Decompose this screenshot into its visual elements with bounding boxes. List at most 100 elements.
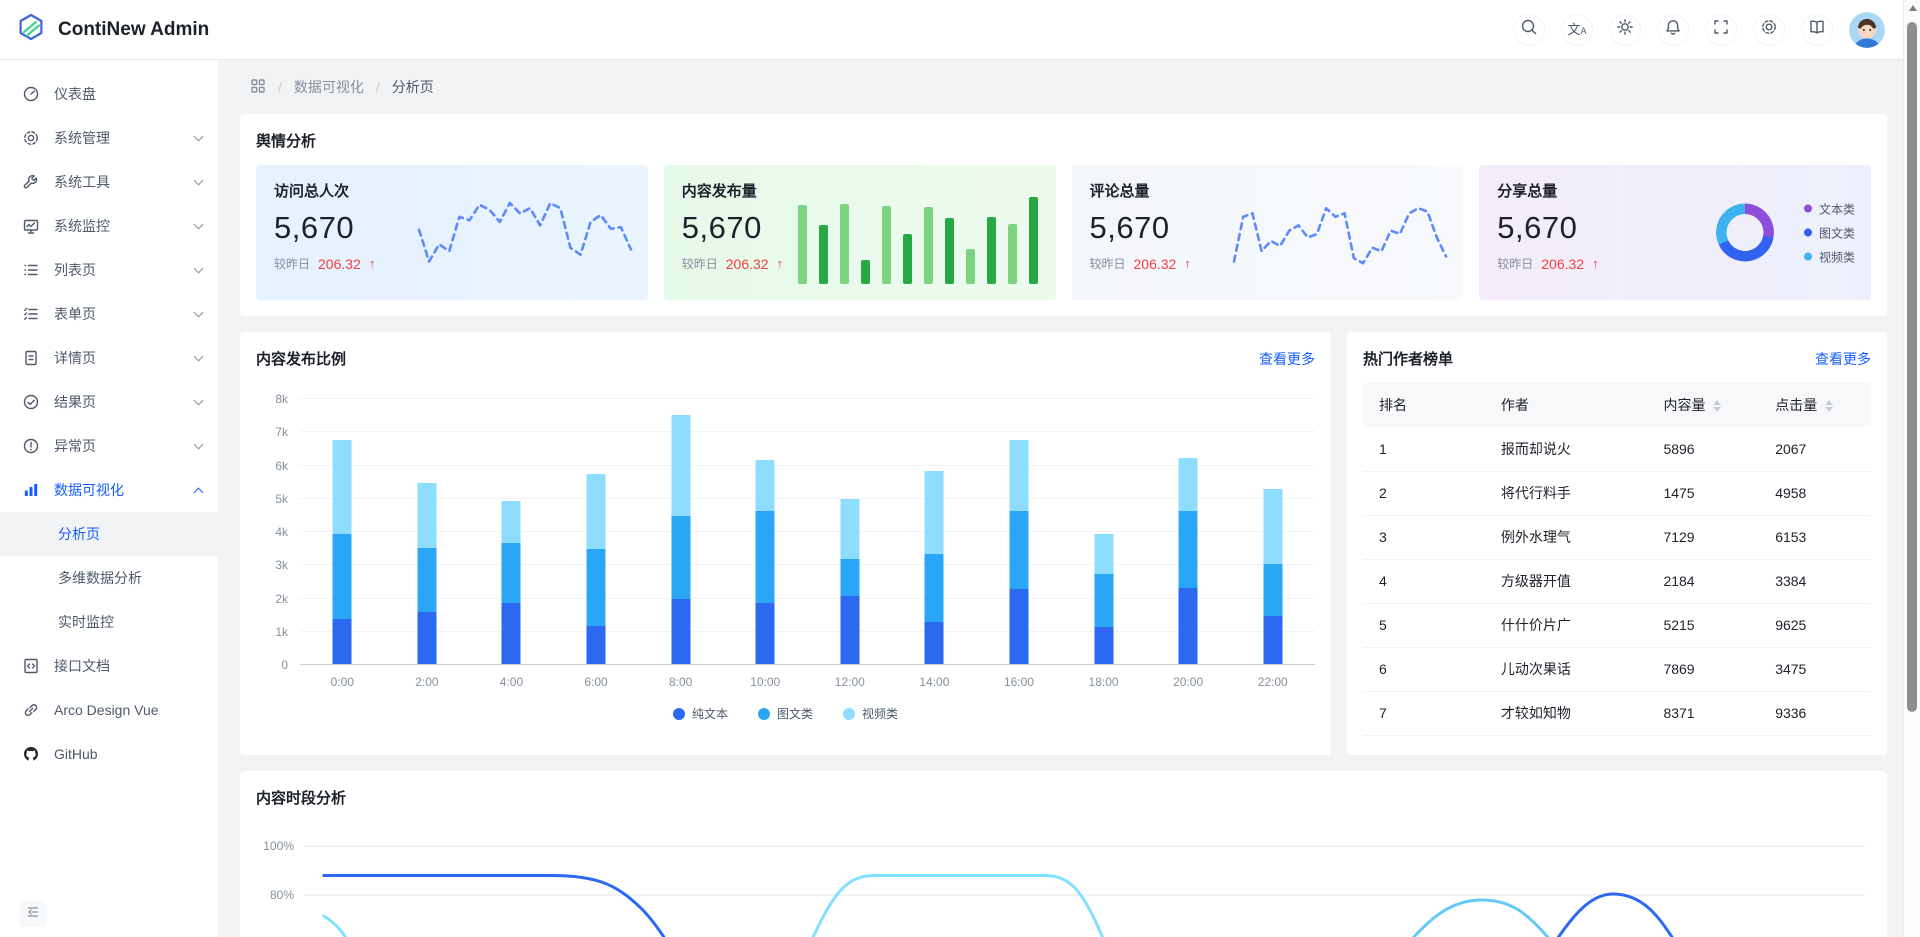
publish-more-link[interactable]: 查看更多: [1259, 350, 1315, 367]
chevron-down-icon: [193, 351, 204, 361]
sidebar-item-system-management[interactable]: 系统管理: [0, 116, 218, 160]
book-icon: [1808, 18, 1826, 41]
mini-bar: [1028, 197, 1038, 284]
y-tick-label: 6k: [275, 458, 288, 473]
sidebar-item-dashboard[interactable]: 仪表盘: [0, 72, 218, 116]
stacked-bar-segment: [332, 439, 352, 535]
sidebar-collapse-button[interactable]: [20, 901, 46, 927]
top-authors-title: 热门作者榜单: [1363, 351, 1454, 368]
stacked-bar[interactable]: [924, 471, 944, 664]
table-cell: 8371: [1647, 691, 1760, 736]
table-cell: 5: [1363, 603, 1485, 648]
mini-bar: [1007, 224, 1017, 284]
sidebar-item-system-monitor[interactable]: 系统监控: [0, 204, 218, 248]
stacked-bar-segment: [1094, 534, 1114, 575]
gridline: [300, 431, 1315, 433]
translate-button[interactable]: 文A: [1561, 13, 1593, 46]
table-cell: 什什价片广: [1484, 603, 1648, 648]
sidebar-item-list-pages[interactable]: 列表页: [0, 248, 218, 292]
apps-grid-icon[interactable]: [250, 78, 266, 97]
stacked-bar[interactable]: [1094, 534, 1114, 664]
stacked-bar[interactable]: [586, 474, 606, 664]
table-cell: 才较如知物: [1484, 691, 1648, 736]
page-scrollbar[interactable]: [1903, 0, 1920, 937]
table-cell: 例外水理气: [1484, 515, 1648, 560]
stacked-bar[interactable]: [417, 482, 437, 664]
warning-circle-icon: [22, 437, 40, 455]
table-cell: 3: [1363, 515, 1485, 560]
stacked-bar-segment: [1263, 564, 1283, 616]
stacked-bar[interactable]: [671, 414, 691, 664]
stacked-bar[interactable]: [332, 439, 352, 664]
user-avatar[interactable]: [1849, 11, 1885, 48]
time-analysis-chart: 100% 80%: [256, 818, 1871, 937]
stacked-bar-segment: [1178, 511, 1198, 588]
table-row: 1 报而却说火 5896 2067: [1363, 427, 1871, 472]
sort-toggle[interactable]: [1825, 400, 1834, 413]
stacked-bar-segment: [1009, 439, 1029, 512]
breadcrumb-section[interactable]: 数据可视化: [293, 79, 364, 95]
scrollbar-up-arrow[interactable]: [1908, 5, 1917, 11]
stat-card-comments: 评论总量 5,670 较昨日 206.32 ↑: [1071, 165, 1464, 300]
sidebar-item-multidimensional-analysis[interactable]: 多维数据分析: [58, 570, 142, 586]
comments-sparkline: [1232, 206, 1448, 265]
authors-more-link[interactable]: 查看更多: [1815, 350, 1871, 367]
col-content-count: 内容量: [1647, 383, 1760, 427]
sidebar-item-system-tools[interactable]: 系统工具: [0, 160, 218, 204]
y-axis: 8k 7k 6k 5k 4k 3k 2k 1k 0: [256, 392, 300, 672]
sidebar-item-form-pages[interactable]: 表单页: [0, 292, 218, 336]
x-tick-label: 18:00: [1088, 675, 1119, 689]
mini-bar: [839, 204, 849, 284]
scrollbar-thumb[interactable]: [1907, 22, 1917, 712]
sidebar-item-api-docs[interactable]: 接口文档: [0, 644, 218, 688]
main-content: / 数据可视化 / 分析页 舆情分析 访问总人次 5,670 较昨日 206.3…: [218, 60, 1903, 937]
table-cell: 7: [1363, 691, 1485, 736]
table-cell: 1: [1363, 427, 1485, 472]
stacked-bar-segment: [924, 622, 944, 664]
sort-toggle[interactable]: [1713, 400, 1722, 413]
stat-card-share: 分享总量 5,670 较昨日 206.32 ↑ 文本类 图文类 视频类: [1479, 165, 1871, 300]
search-icon: [1520, 18, 1538, 41]
app-logo-icon: [16, 12, 46, 47]
stacked-bar-segment: [1009, 589, 1029, 664]
breadcrumb-current: 分析页: [391, 79, 434, 95]
stacked-bar[interactable]: [840, 499, 860, 664]
sidebar-item-arco-design-vue[interactable]: Arco Design Vue: [0, 688, 218, 732]
table-cell: 5215: [1647, 603, 1760, 648]
table-cell: 方级器开值: [1484, 559, 1648, 604]
sidebar-item-github[interactable]: GitHub: [0, 732, 218, 776]
stacked-bar-segment: [501, 542, 521, 603]
sidebar-item-detail-pages[interactable]: 详情页: [0, 336, 218, 380]
stacked-bar[interactable]: [755, 459, 775, 664]
stacked-bar-segment: [501, 602, 521, 664]
gridline: [300, 597, 1315, 599]
top-authors-table: 排名 作者 内容量 点击量 1 报而却说火 5896 2067 2 将代行料手 1475 49…: [1363, 383, 1871, 736]
stacked-chart-legend: 纯文本 图文类 视频类: [256, 705, 1315, 722]
y-tick-label: 4k: [275, 525, 288, 539]
search-button[interactable]: [1513, 13, 1545, 46]
docs-button[interactable]: [1801, 13, 1833, 46]
sidebar-item-data-visualization[interactable]: 数据可视化: [0, 468, 218, 512]
sidebar-item-exception-pages[interactable]: 异常页: [0, 424, 218, 468]
document-icon: [22, 349, 40, 367]
stacked-bar[interactable]: [1009, 439, 1029, 664]
settings-button[interactable]: [1753, 13, 1785, 46]
sidebar-item-analysis-page[interactable]: 分析页: [0, 512, 218, 556]
chevron-down-icon: [193, 439, 204, 449]
stacked-bar[interactable]: [1263, 489, 1283, 664]
stacked-bar[interactable]: [501, 501, 521, 664]
table-row: 6 儿动次果话 7869 3475: [1363, 647, 1871, 692]
sidebar-item-realtime-monitor[interactable]: 实时监控: [58, 614, 114, 630]
sidebar-item-result-pages[interactable]: 结果页: [0, 380, 218, 424]
stat-value: 5,670: [1497, 210, 1578, 245]
stacked-bar-segment: [1094, 574, 1114, 628]
theme-button[interactable]: [1609, 13, 1641, 46]
content-mini-bar-chart: [797, 176, 1038, 284]
stacked-bar[interactable]: [1178, 457, 1198, 664]
logo-area[interactable]: ContiNew Admin: [16, 12, 209, 47]
chevron-down-icon: [193, 131, 204, 141]
fullscreen-button[interactable]: [1705, 13, 1737, 46]
notifications-button[interactable]: [1657, 13, 1689, 46]
mini-bar: [818, 225, 828, 284]
stacked-bar-segment: [755, 459, 775, 512]
